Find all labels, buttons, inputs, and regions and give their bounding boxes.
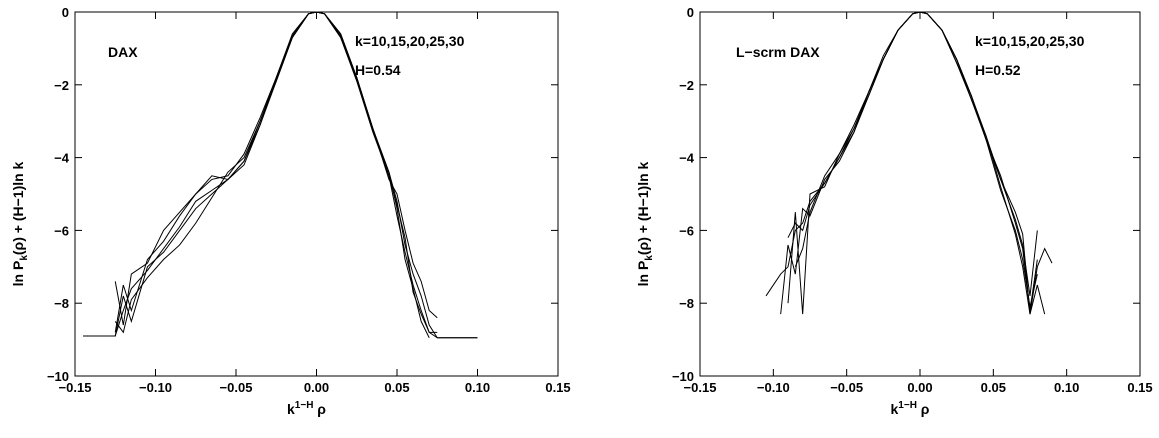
x-tick-label: −0.15 (684, 380, 717, 395)
data-line (787, 11, 1038, 307)
y-tick-label: −4 (54, 151, 70, 166)
y-tick-label: −10 (672, 369, 694, 384)
y-tick-label: −2 (54, 78, 69, 93)
panel: −0.15 −0.10 −0.05 0.00 0.05 0.10 0.15 −10 −8 −6 −4… (635, 5, 1153, 417)
x-axis-label: k1−H ρ (891, 400, 930, 417)
annotation: H=0.52 (975, 62, 1021, 78)
x-tick-label: −0.15 (59, 380, 92, 395)
x-label-base: k (891, 401, 899, 417)
y-tick-label: −10 (47, 369, 69, 384)
data-line (794, 11, 1038, 296)
y-axis-label: ln Pk(ρ) + (H−1)ln k (10, 161, 30, 286)
annotation: DAX (108, 44, 138, 60)
annotation: k=10,15,20,25,30 (355, 33, 465, 49)
y-tick-label: −6 (679, 223, 694, 238)
x-tick-label: 0.10 (1054, 380, 1079, 395)
x-axis-label: k1−H ρ (287, 400, 326, 417)
y-tick-label: −6 (54, 223, 69, 238)
y-tick-label: −4 (679, 151, 695, 166)
x-tick-label: 0.05 (384, 380, 409, 395)
x-tick-label: 0.00 (304, 380, 329, 395)
x-label-base: k (287, 401, 295, 417)
y-axis-label: ln Pk(ρ) + (H−1)ln k (635, 161, 655, 286)
plot-frame (699, 11, 1141, 377)
data-line (83, 11, 478, 339)
x-label-sup: 1−H (898, 400, 917, 411)
data-line (83, 11, 430, 339)
y-tick-label: 0 (687, 5, 694, 20)
data-line (787, 11, 1046, 315)
plot-frame (74, 11, 559, 377)
x-tick-label: 0.00 (907, 380, 932, 395)
x-tick-label: 0.10 (465, 380, 490, 395)
y-tick-label: −8 (679, 296, 694, 311)
x-label-rest: ρ (313, 401, 326, 417)
panel: −0.15 −0.10 −0.05 0.00 0.05 0.10 0.15 −10 −8 −6 −4… (10, 5, 571, 417)
x-label-sup: 1−H (295, 400, 314, 411)
y-label-rest: (ρ) + (H−1)ln k (10, 161, 26, 255)
annotation: L−scrm DAX (736, 44, 820, 60)
y-label-rest: (ρ) + (H−1)ln k (635, 161, 651, 255)
x-tick-label: −0.05 (830, 380, 863, 395)
annotation: k=10,15,20,25,30 (975, 33, 1085, 49)
data-line (114, 11, 438, 333)
x-tick-label: −0.10 (139, 380, 172, 395)
x-tick-label: 0.05 (981, 380, 1006, 395)
x-tick-label: 0.15 (1127, 380, 1152, 395)
y-label-base: ln P (10, 261, 26, 287)
x-tick-label: −0.10 (757, 380, 790, 395)
x-label-rest: ρ (917, 401, 930, 417)
y-tick-label: −2 (679, 78, 694, 93)
data-line (114, 11, 438, 334)
y-label-sub: k (19, 255, 30, 261)
x-tick-label: −0.05 (220, 380, 253, 395)
data-line (114, 11, 478, 339)
y-tick-label: 0 (62, 5, 69, 20)
y-label-sub: k (644, 255, 655, 261)
y-label-base: ln P (635, 261, 651, 287)
y-tick-label: −8 (54, 296, 69, 311)
annotation: H=0.54 (355, 62, 401, 78)
x-tick-label: 0.15 (545, 380, 570, 395)
